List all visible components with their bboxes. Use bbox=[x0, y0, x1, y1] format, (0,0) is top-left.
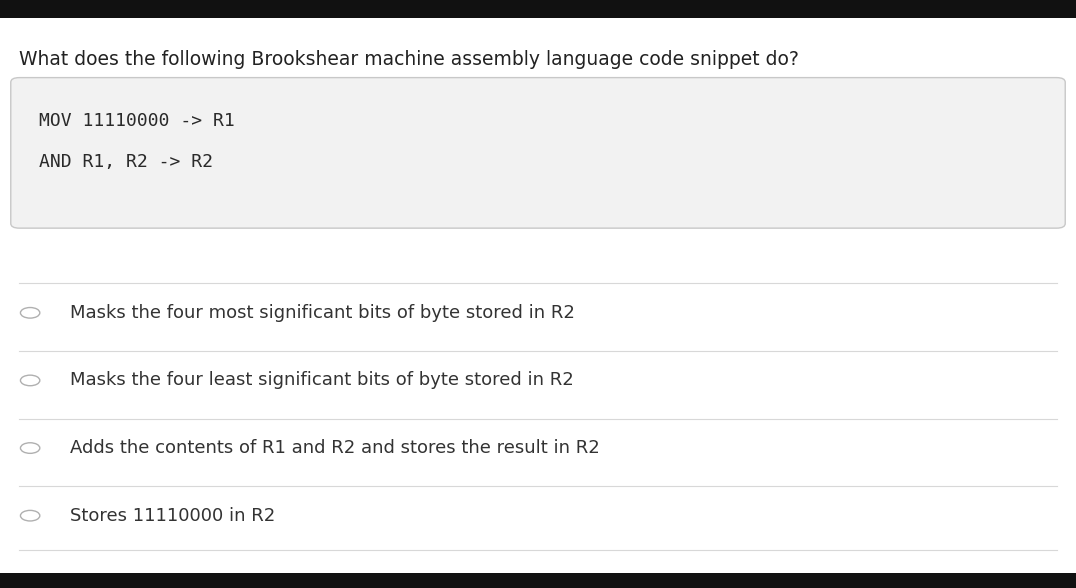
Bar bbox=[0, 0, 1076, 18]
Text: Masks the four least significant bits of byte stored in R2: Masks the four least significant bits of… bbox=[70, 372, 574, 389]
Text: What does the following Brookshear machine assembly language code snippet do?: What does the following Brookshear machi… bbox=[19, 50, 799, 69]
Text: AND R1, R2 -> R2: AND R1, R2 -> R2 bbox=[39, 153, 213, 171]
Text: MOV 11110000 -> R1: MOV 11110000 -> R1 bbox=[39, 112, 235, 129]
Text: Masks the four most significant bits of byte stored in R2: Masks the four most significant bits of … bbox=[70, 304, 575, 322]
Bar bbox=[0, 573, 1076, 588]
Text: Adds the contents of R1 and R2 and stores the result in R2: Adds the contents of R1 and R2 and store… bbox=[70, 439, 599, 457]
FancyBboxPatch shape bbox=[11, 78, 1065, 228]
Text: Stores 11110000 in R2: Stores 11110000 in R2 bbox=[70, 507, 275, 524]
